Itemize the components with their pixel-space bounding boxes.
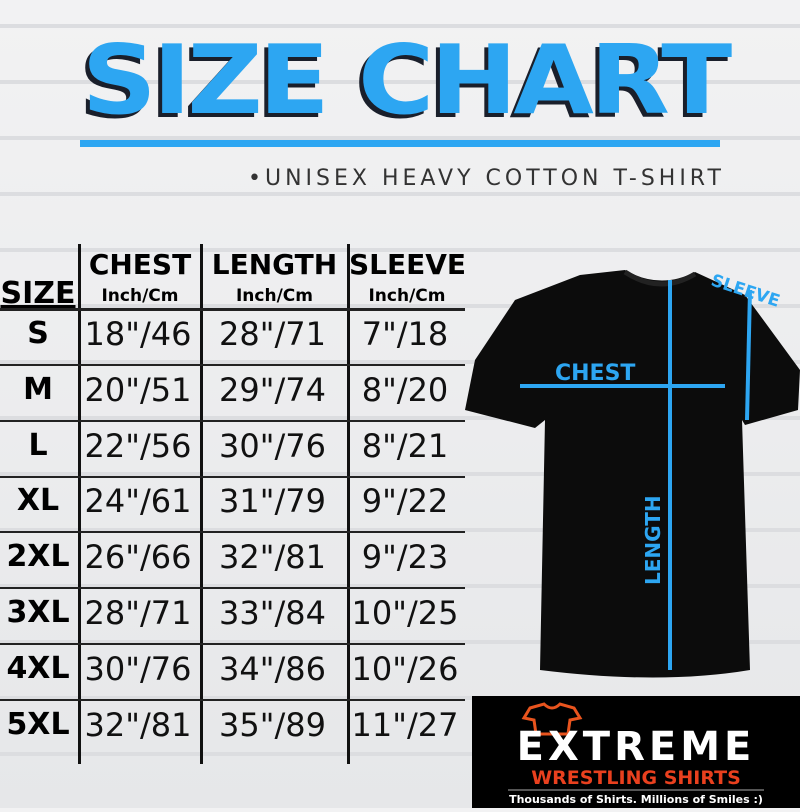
row-divider [0, 531, 465, 534]
subtitle: •UNISEX HEAVY COTTON T-SHIRT [248, 166, 725, 191]
row-divider [0, 698, 465, 701]
table-cell: 34"/86 [219, 649, 326, 688]
brand-logo: EXTREME WRESTLING SHIRTS Thousands of Sh… [472, 696, 800, 808]
row-divider [0, 364, 465, 366]
tshirt-diagram: CHEST LENGTH SLEEVE [465, 269, 800, 678]
table-cell: 9"/22 [361, 482, 449, 521]
table-cell: 20"/51 [84, 370, 192, 409]
row-divider [0, 419, 465, 422]
size-label: M [23, 371, 53, 407]
logo-line2: WRESTLING SHIRTS [531, 767, 741, 789]
header-divider [0, 308, 465, 311]
logo-brand: EXTREME [517, 724, 756, 770]
title-underline [80, 140, 720, 147]
table-cell: 32"/81 [219, 538, 326, 577]
table-cell: 18"/46 [84, 315, 192, 353]
row-divider [0, 643, 465, 645]
size-label: L [28, 427, 48, 463]
table-cell: 9"/23 [361, 538, 449, 577]
length-label: LENGTH [641, 495, 665, 585]
row-divider [0, 587, 465, 590]
row-divider [0, 475, 465, 478]
table-cell: 30"/76 [219, 426, 326, 465]
size-header: SIZE [0, 276, 76, 311]
table-cell: 24"/61 [84, 482, 192, 521]
table-cell: 10"/25 [351, 594, 459, 632]
logo-tagline: Thousands of Shirts. Millions of Smiles … [509, 793, 763, 806]
table-cell: 8"/21 [361, 426, 449, 465]
size-label: 3XL [6, 595, 70, 630]
column-unit: Inch/Cm [235, 286, 313, 306]
tshirt-shape [465, 270, 800, 678]
column-unit: Inch/Cm [368, 286, 446, 306]
table-cell: 8"/20 [361, 370, 449, 409]
column-header: LENGTH [211, 248, 338, 281]
size-label: XL [16, 483, 60, 519]
column-header: CHEST [88, 248, 192, 281]
table-cell: 31"/79 [219, 482, 326, 521]
size-label: 2XL [6, 539, 70, 575]
table-cell: 35"/89 [219, 705, 326, 744]
chest-label: CHEST [555, 361, 635, 386]
column-header: SLEEVE [349, 248, 467, 281]
table-cell: 30"/76 [84, 649, 192, 688]
table-cell: 28"/71 [84, 594, 192, 632]
column-divider [200, 244, 203, 764]
size-label: S [27, 316, 49, 351]
table-cell: 33"/84 [219, 594, 326, 632]
table-cell: 32"/81 [84, 705, 192, 744]
column-unit: Inch/Cm [101, 286, 179, 306]
column-divider [347, 244, 350, 764]
table-cell: 7"/18 [361, 315, 449, 353]
table-cell: 29"/74 [219, 370, 326, 409]
table-cell: 28"/71 [219, 315, 326, 353]
table-cell: 11"/27 [351, 705, 459, 744]
table-cell: 26"/66 [84, 538, 192, 577]
table-cell: 10"/26 [351, 649, 459, 688]
size-label: 5XL [6, 706, 70, 742]
page-title: SIZE CHART [81, 23, 732, 137]
size-label: 4XL [6, 650, 70, 686]
column-divider [78, 244, 81, 764]
table-cell: 22"/56 [84, 426, 192, 465]
